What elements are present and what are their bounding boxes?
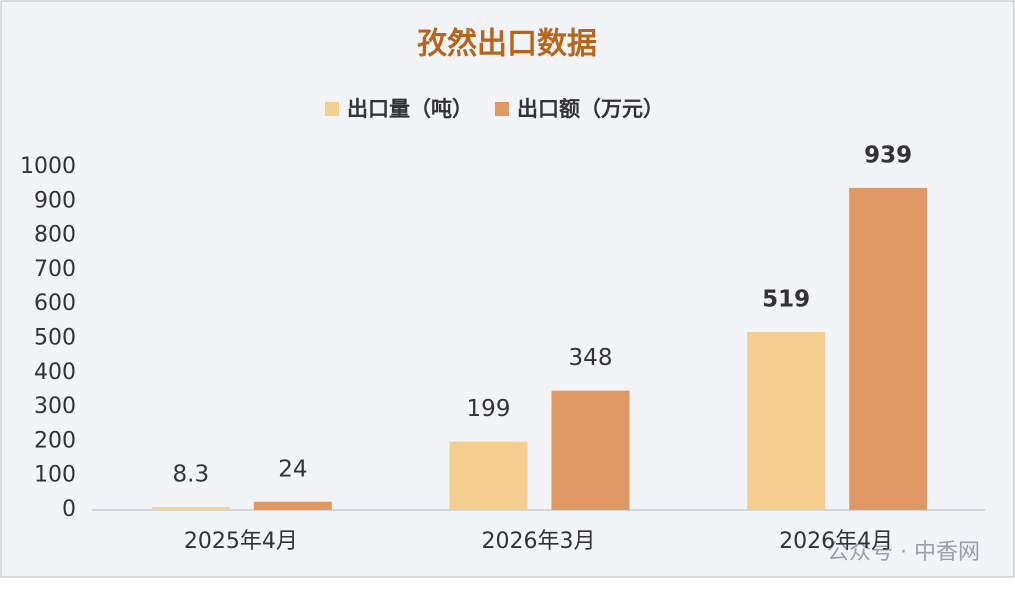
data-label: 8.3 <box>173 462 210 488</box>
y-tick-label: 600 <box>34 291 76 316</box>
y-tick-label: 0 <box>62 497 76 522</box>
y-tick-label: 400 <box>34 360 76 385</box>
legend-swatch <box>495 102 509 116</box>
bar <box>551 390 630 510</box>
chart-title: 孜然出口数据 <box>417 27 597 62</box>
legend-swatch <box>325 102 339 116</box>
legend-label: 出口量（吨） <box>347 97 473 121</box>
data-label: 939 <box>864 142 912 168</box>
bar <box>253 501 332 510</box>
data-label: 519 <box>762 286 810 312</box>
x-tick-label: 2026年4月 <box>779 529 893 554</box>
bar <box>849 187 928 510</box>
y-tick-label: 1000 <box>20 154 76 179</box>
data-label: 348 <box>569 345 613 371</box>
data-label: 199 <box>467 396 511 422</box>
y-tick-label: 800 <box>34 223 76 248</box>
y-tick-label: 500 <box>34 326 76 351</box>
y-tick-label: 700 <box>34 257 76 282</box>
legend-label: 出口额（万元） <box>517 97 664 121</box>
watermark: 公众号 · 中香网 <box>827 540 980 565</box>
y-tick-label: 300 <box>34 394 76 419</box>
bar <box>151 507 230 510</box>
x-tick-label: 2025年4月 <box>184 529 298 554</box>
y-tick-label: 900 <box>34 188 76 213</box>
bar <box>747 331 826 510</box>
x-tick-label: 2026年3月 <box>482 529 596 554</box>
y-tick-label: 200 <box>34 428 76 453</box>
data-label: 24 <box>278 456 307 482</box>
y-tick-label: 100 <box>34 463 76 488</box>
bar <box>449 441 528 510</box>
